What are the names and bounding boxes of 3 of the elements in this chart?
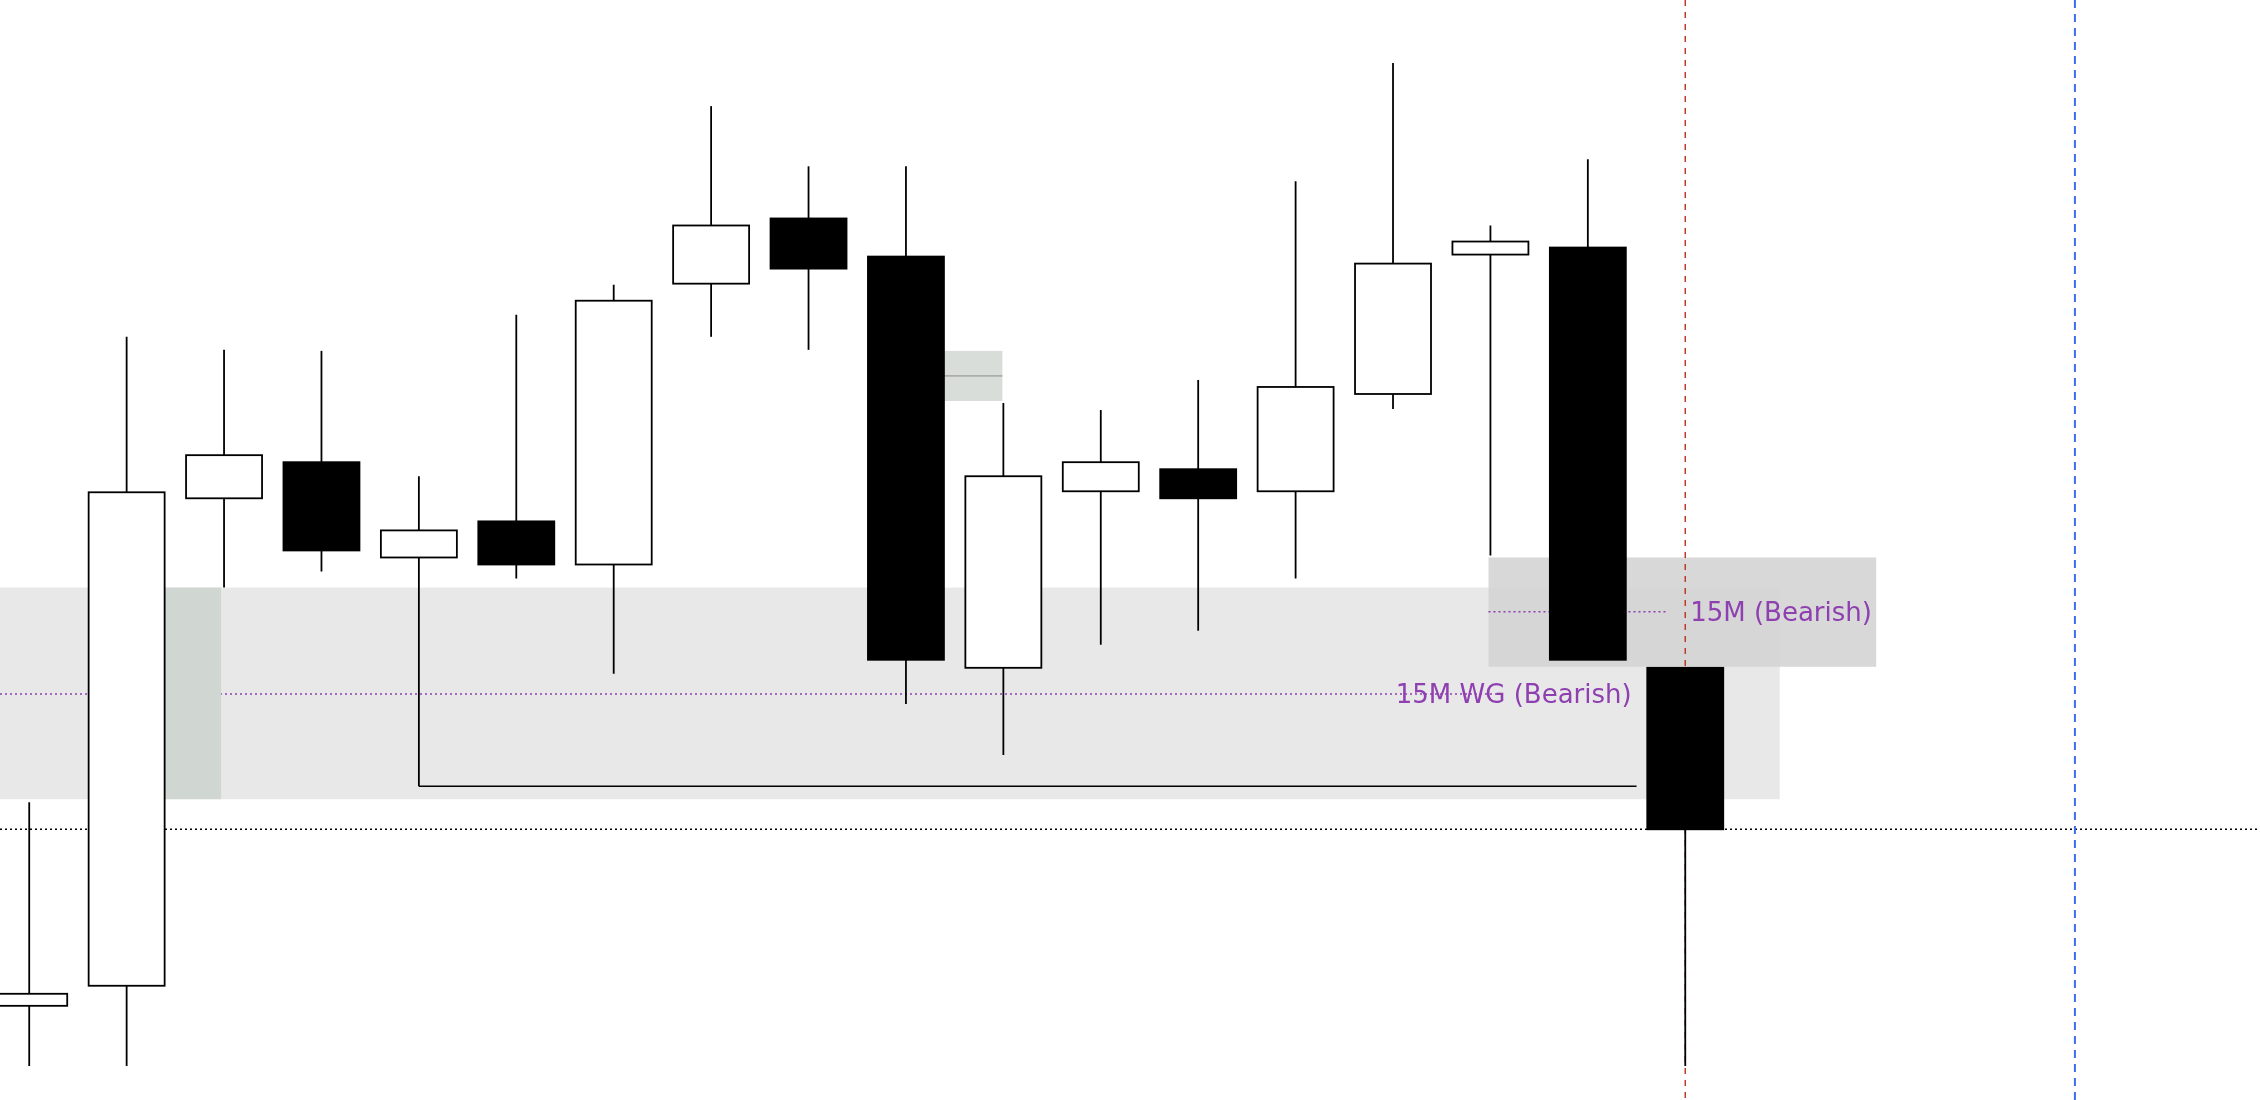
ref-line-label: 15M WG (Bearish) — [1395, 678, 1632, 709]
candlestick — [1451, 224, 1530, 557]
ref-line-label: 15M (Bearish) — [1690, 596, 1872, 627]
